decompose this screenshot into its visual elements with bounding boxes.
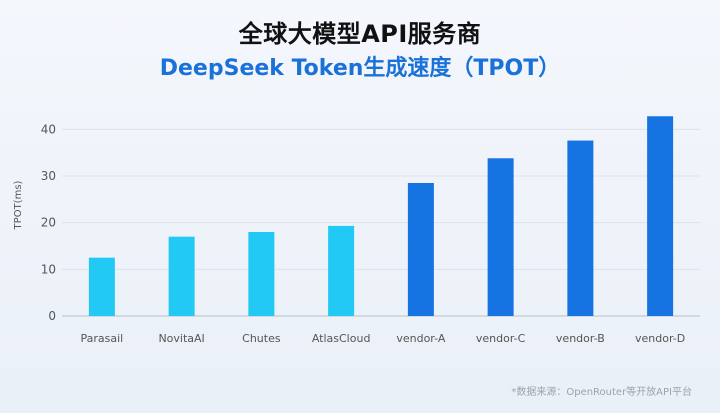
- source-note: *数据来源：OpenRouter等开放API平台: [511, 387, 692, 398]
- x-tick-label: vendor-B: [556, 332, 605, 345]
- bar-chutes: [248, 232, 275, 316]
- bar-atlascloud: [328, 225, 355, 316]
- x-tick-label: Parasail: [81, 332, 124, 345]
- x-tick-label: Chutes: [242, 332, 281, 345]
- bar-vendor-a: [407, 183, 434, 316]
- y-tick-label: 0: [48, 309, 56, 323]
- x-tick-label: vendor-C: [476, 332, 526, 345]
- x-tick-label: NovitaAI: [158, 332, 204, 345]
- bar-parasail: [88, 257, 115, 316]
- bar-novitaai: [168, 236, 195, 316]
- bar-vendor-b: [567, 140, 594, 316]
- y-tick-label: 30: [41, 169, 56, 183]
- chart-title: 全球大模型API服务商: [238, 20, 482, 48]
- y-tick-label: 10: [41, 262, 56, 276]
- x-tick-label: AtlasCloud: [312, 332, 371, 345]
- chart-subtitle: DeepSeek Token生成速度（TPOT）: [159, 56, 561, 81]
- x-tick-label: vendor-A: [396, 332, 446, 345]
- y-tick-label: 40: [41, 122, 56, 136]
- bar-vendor-c: [487, 158, 514, 316]
- y-tick-label: 20: [41, 216, 56, 230]
- x-tick-label: vendor-D: [635, 332, 685, 345]
- y-axis-label: TPOT(ms): [13, 180, 24, 230]
- bar-vendor-d: [647, 116, 674, 317]
